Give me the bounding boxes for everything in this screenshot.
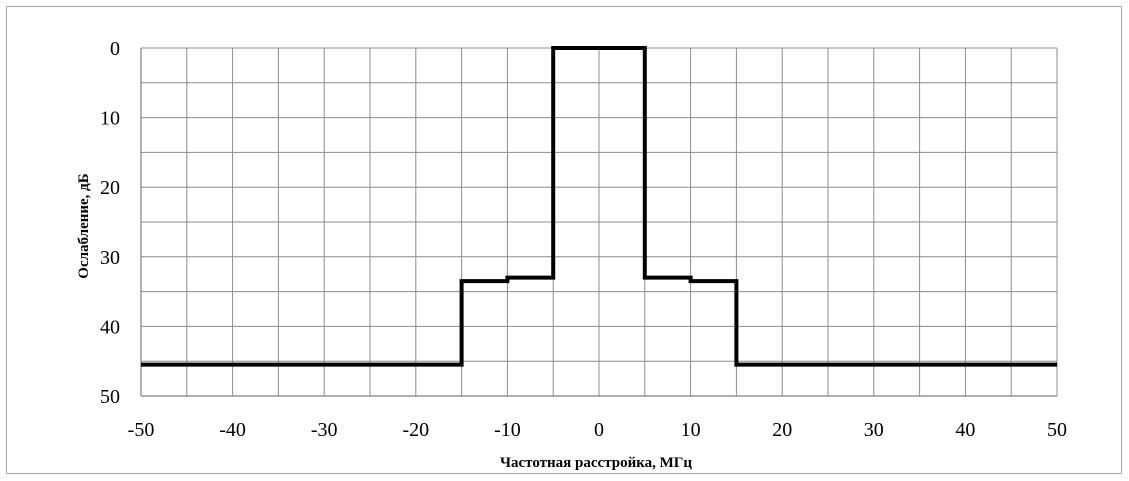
y-tick-label: 50	[100, 386, 120, 408]
grid	[140, 47, 1058, 397]
y-tick-label: 20	[100, 177, 120, 199]
x-tick-labels: -50 -40 -30 -20 -10 0 10 20 30 40 50	[128, 419, 1067, 441]
series-line	[141, 46, 1057, 367]
x-tick-label: -20	[402, 419, 429, 441]
series-layer	[141, 46, 1057, 367]
x-tick-label: -50	[128, 419, 155, 441]
x-tick-label: -40	[219, 419, 246, 441]
y-tick-label: 0	[110, 38, 120, 60]
x-tick-label: -10	[494, 419, 521, 441]
y-tick-label: 10	[100, 108, 120, 130]
y-tick-label: 30	[100, 247, 120, 269]
x-tick-label: 30	[864, 419, 884, 441]
y-tick-label: 40	[100, 316, 120, 338]
y-axis-title: Ослабление, дБ	[76, 173, 92, 278]
x-tick-label: -30	[311, 419, 338, 441]
x-tick-label: 0	[594, 419, 604, 441]
x-tick-label: 10	[681, 419, 701, 441]
x-tick-label: 40	[955, 419, 975, 441]
x-tick-label: 50	[1047, 419, 1067, 441]
x-axis-title: Частотная расстройка, МГц	[500, 455, 692, 471]
y-tick-labels: 0 10 20 30 40 50	[100, 38, 120, 408]
x-tick-label: 20	[772, 419, 792, 441]
